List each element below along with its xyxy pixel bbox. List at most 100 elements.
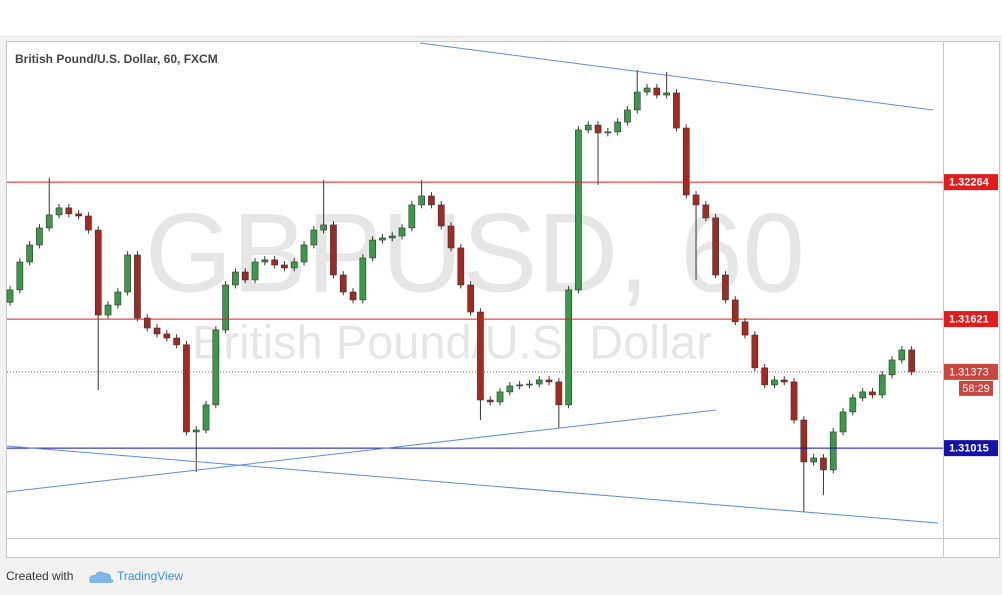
labels-layer: 1.32264 1.31621 1.31015 1.31373 58:29 (944, 174, 998, 457)
candle-body (800, 419, 808, 463)
footer-prefix: Created with (6, 569, 73, 583)
candle-body (820, 457, 827, 471)
candle-body (584, 124, 592, 131)
candle-body (702, 204, 710, 219)
level-label-box (944, 440, 998, 457)
candle-body (388, 235, 396, 239)
candle-body (85, 215, 92, 231)
candle-body (330, 224, 337, 276)
trend-line (419, 42, 934, 111)
last-price-box (944, 363, 998, 380)
candle-body (839, 411, 847, 433)
candle-body (75, 213, 82, 217)
candle-body (761, 367, 768, 386)
candle-body (173, 337, 180, 346)
footer-brand[interactable]: TradingView (117, 569, 183, 583)
candle-body (163, 333, 171, 339)
watermark-subtitle: British Pound/U.S. Dollar (192, 315, 712, 368)
candle-body (712, 217, 719, 276)
candle-body (369, 239, 376, 259)
candle-body (153, 327, 161, 335)
candle-body (771, 379, 778, 386)
candle-body (65, 207, 73, 215)
candle-body (741, 321, 749, 336)
level-label: 1.32264 (949, 177, 990, 189)
candle-body (624, 109, 631, 123)
candle-body (251, 261, 259, 281)
countdown-box (959, 380, 993, 396)
brand-logo (89, 571, 114, 583)
candle-body (751, 334, 759, 369)
candle-body (526, 383, 533, 386)
candle-body (36, 227, 43, 246)
candle-body (516, 384, 523, 387)
candle-body (486, 399, 494, 403)
candle-body (849, 397, 857, 413)
level-label-box (944, 311, 998, 328)
candle-body (859, 391, 866, 399)
candle-body (281, 264, 288, 269)
candle-body (398, 227, 406, 237)
candle-body (94, 229, 102, 316)
candle-body (339, 274, 347, 293)
footer (0, 560, 1002, 595)
candle-body (829, 431, 837, 471)
candle-body (183, 344, 190, 433)
countdown-label: 58:29 (962, 383, 990, 395)
candle-body (222, 284, 229, 331)
candle-body (55, 207, 63, 216)
level-label: 1.31015 (949, 443, 989, 455)
candle-body (6, 289, 14, 303)
candle-body (682, 127, 690, 196)
candle-body (300, 244, 308, 263)
candle-body (888, 359, 896, 376)
candle-body (878, 374, 886, 396)
candle-body (496, 391, 504, 403)
candle-body (134, 254, 141, 319)
last-price-label: 1.31373 (949, 366, 989, 378)
candle-body (908, 349, 915, 373)
level-label-box (944, 174, 998, 191)
candle-body (653, 87, 661, 96)
candle-body (408, 204, 416, 229)
candle-body (506, 385, 514, 393)
candle-body (663, 92, 670, 96)
candle-body (437, 204, 445, 227)
candle-body (457, 247, 465, 286)
candle-body (114, 291, 122, 306)
candle-body (26, 244, 33, 263)
candle-body (810, 457, 817, 463)
top-bar (0, 0, 1002, 36)
candle-body (790, 381, 798, 421)
candle-body (780, 379, 788, 383)
candle-body (643, 87, 651, 93)
candle-body (104, 304, 112, 316)
candle-body (212, 329, 220, 406)
candle-body (143, 317, 151, 329)
candle-body (722, 274, 729, 301)
candle-body (320, 224, 327, 231)
candle-body (692, 194, 700, 206)
candle-body (192, 429, 200, 433)
marks-layer (6, 69, 943, 513)
chart-title: British Pound/U.S. Dollar, 60, FXCM (15, 52, 218, 66)
candle-body (428, 195, 435, 206)
candle-body (477, 311, 484, 401)
candle-body (447, 225, 455, 249)
candle-body (202, 404, 210, 431)
candle-body (604, 131, 612, 134)
candle-body (614, 121, 621, 133)
candle-body (731, 299, 739, 323)
candle-body (290, 261, 298, 269)
candle-body (271, 259, 278, 266)
candle-body (124, 254, 131, 293)
chart-frame (6, 41, 1000, 558)
candle-body (467, 284, 474, 313)
candle-body (16, 261, 24, 291)
trend-line (6, 409, 717, 493)
candle-body (232, 271, 239, 286)
candle-body (673, 92, 680, 129)
candle-body (633, 91, 641, 111)
trend-line (6, 445, 939, 524)
